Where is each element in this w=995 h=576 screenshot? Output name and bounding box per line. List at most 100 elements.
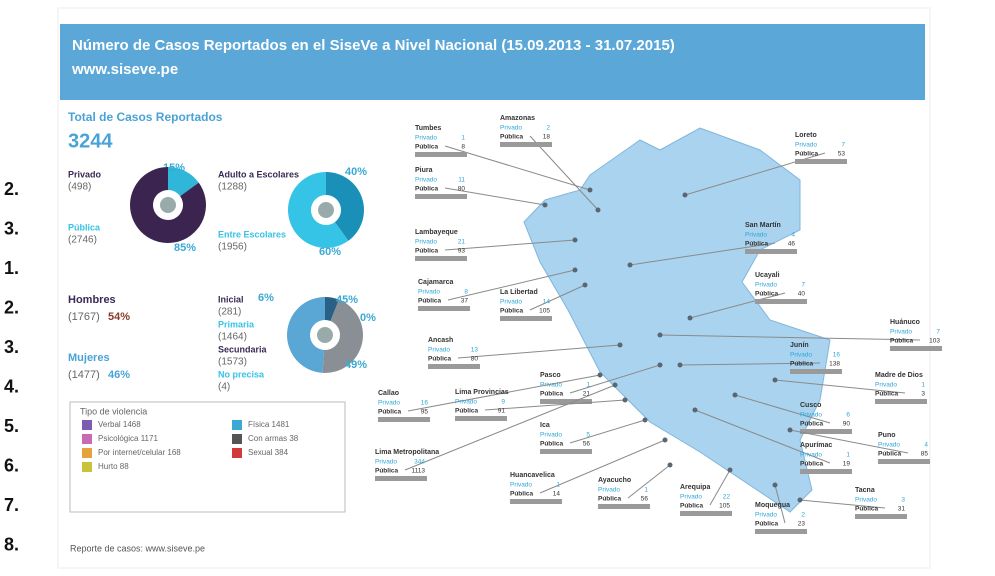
leader-line <box>569 364 661 394</box>
region-private: 4 <box>791 232 795 239</box>
region-name: Amazonas <box>500 115 535 122</box>
region-name: Callao <box>378 390 399 397</box>
region-dot <box>677 362 683 368</box>
leader-line <box>709 469 731 506</box>
region-dot <box>657 332 663 338</box>
region-private: 2 <box>801 512 805 519</box>
row-label: Privado <box>455 399 477 406</box>
region-public: 93 <box>458 248 466 255</box>
region-bar <box>890 346 942 351</box>
region-public: 37 <box>461 298 469 305</box>
leader-line <box>799 499 886 509</box>
leader-line <box>734 394 831 424</box>
segment-name: Pública <box>68 222 101 232</box>
region-public: 105 <box>719 503 730 510</box>
row-label: Pública <box>500 308 524 315</box>
region-name: Lima Metropolitana <box>375 449 439 456</box>
list-marker: 2. <box>4 297 19 317</box>
region-dot <box>572 237 578 243</box>
segment-count: (281) <box>218 307 241 318</box>
region-name: Huánuco <box>890 319 920 326</box>
row-label: Privado <box>875 382 897 389</box>
list-marker: 6. <box>4 455 19 475</box>
region-bar <box>418 306 470 311</box>
row-label: Privado <box>415 135 437 142</box>
violence-item: Psicológica 1171 <box>98 434 158 443</box>
region-dot <box>787 427 793 433</box>
total-label: Total de Casos Reportados <box>68 110 223 124</box>
region-dot <box>772 377 778 383</box>
region-dot <box>732 392 738 398</box>
leader-line <box>529 135 599 211</box>
region-public: 91 <box>498 408 506 415</box>
row-label: Privado <box>378 400 400 407</box>
row-label: Privado <box>855 497 877 504</box>
region-private: 11 <box>458 177 465 184</box>
region-public: 103 <box>929 338 940 345</box>
list-marker: 1. <box>4 258 19 278</box>
region-private: 6 <box>846 412 850 419</box>
region-dot <box>797 497 803 503</box>
leader-line <box>529 284 586 311</box>
region-public: 56 <box>583 441 591 448</box>
row-label: Pública <box>755 291 779 298</box>
region-public: 21 <box>583 391 591 398</box>
row-label: Privado <box>878 442 900 449</box>
segment-count: (4) <box>218 382 230 393</box>
region-dot <box>692 407 698 413</box>
segment-percent: 85% <box>174 242 196 254</box>
peru-map <box>523 127 831 513</box>
row-label: Pública <box>415 144 439 151</box>
region-bar <box>415 152 467 157</box>
row-label: Pública <box>455 408 479 415</box>
region-public: 95 <box>421 409 429 416</box>
leader-line <box>457 344 621 359</box>
row-label: Privado <box>415 239 437 246</box>
row-label: Privado <box>540 382 562 389</box>
region-private: 1 <box>846 452 850 459</box>
header-band <box>60 24 925 100</box>
region-private: 7 <box>801 282 805 289</box>
region-private: 5 <box>586 432 590 439</box>
region-bar <box>375 476 427 481</box>
region-bar <box>745 249 797 254</box>
segment-percent: 0% <box>360 312 376 324</box>
title: Número de Casos Reportados en el SiseVe … <box>72 37 675 54</box>
region-public: 14 <box>553 491 561 498</box>
violence-item: Verbal 1468 <box>98 420 141 429</box>
violence-item: Por internet/celular 168 <box>98 448 181 457</box>
list-marker: 3. <box>4 218 19 238</box>
region-private: 344 <box>414 459 425 466</box>
gender-name: Hombres <box>68 294 116 306</box>
region-public: 40 <box>798 291 806 298</box>
row-label: Pública <box>415 186 439 193</box>
violence-item: Física 1481 <box>248 420 290 429</box>
row-label: Pública <box>878 451 902 458</box>
row-label: Pública <box>378 409 402 416</box>
donut-segment <box>322 299 363 373</box>
region-name: Junín <box>790 342 809 349</box>
leader-line <box>569 419 646 444</box>
region-private: 8 <box>464 289 468 296</box>
leader-line <box>484 399 626 411</box>
region-bar <box>800 469 852 474</box>
list-marker: 5. <box>4 416 19 436</box>
gender-count: (1767) <box>68 311 100 323</box>
region-public: 31 <box>898 506 906 513</box>
row-label: Pública <box>795 151 819 158</box>
region-public: 85 <box>921 451 929 458</box>
row-label: Pública <box>598 496 622 503</box>
region-name: Moquegua <box>755 502 790 509</box>
list-marker: 7. <box>4 495 19 515</box>
region-bar <box>500 142 552 147</box>
region-name: Lima Provincias <box>455 389 509 396</box>
row-label: Privado <box>428 347 450 354</box>
row-label: Pública <box>415 248 439 255</box>
leader-line <box>789 429 909 454</box>
leader-line <box>659 334 921 341</box>
region-bar <box>795 159 847 164</box>
region-name: Apurímac <box>800 442 832 449</box>
region-private: 9 <box>501 399 505 406</box>
region-dot <box>617 342 623 348</box>
leader-line <box>404 384 616 471</box>
